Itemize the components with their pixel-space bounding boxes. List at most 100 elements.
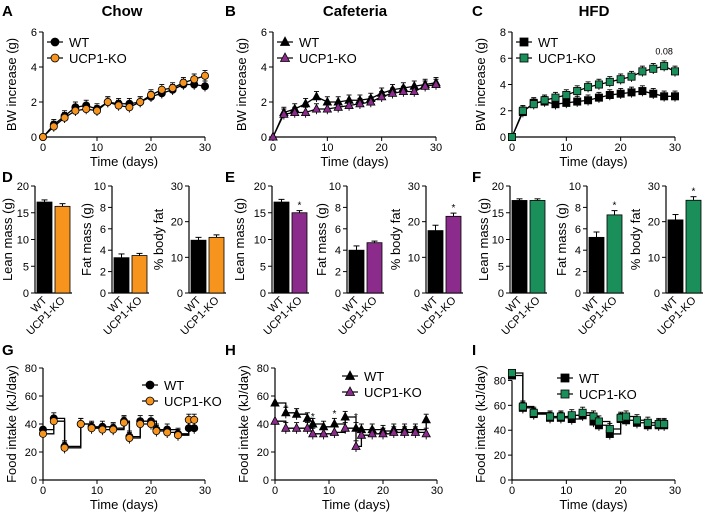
data-point	[190, 424, 199, 433]
data-point	[421, 428, 431, 438]
y-tick-label: 20	[25, 447, 37, 459]
significance-asterisk: *	[354, 412, 358, 423]
y-axis-label: % body fat	[628, 208, 643, 270]
y-axis-label: Food intake (kJ/day)	[236, 365, 251, 483]
data-point	[605, 77, 614, 86]
data-point	[279, 108, 289, 118]
data-point	[399, 426, 410, 436]
data-point	[270, 397, 280, 407]
data-point	[562, 98, 571, 107]
data-point	[157, 85, 166, 94]
y-tick-label: 8	[575, 202, 581, 214]
data-point	[281, 422, 291, 432]
significance-asterisk: *	[298, 201, 302, 212]
y-tick-label: 0	[100, 288, 106, 300]
data-point	[163, 428, 172, 437]
data-point	[638, 87, 647, 96]
data-point	[146, 419, 155, 428]
y-tick-label: 0	[500, 475, 506, 487]
significance-asterisk: *	[311, 412, 315, 423]
data-point	[366, 96, 376, 106]
x-tick-label: 30	[669, 485, 681, 497]
y-axis-label: BW increase (g)	[4, 38, 19, 131]
bar-wt	[348, 249, 365, 294]
y-axis-label: Lean mass (g)	[0, 198, 15, 281]
y-tick-label: 2	[575, 267, 581, 279]
y-tick-label: 5	[498, 261, 504, 273]
data-point	[200, 82, 209, 91]
y-tick-label: 60	[257, 391, 269, 403]
line-chart-a: 0 10 20 30 0 2 4 6 Time (days) BW increase (g) WTU…	[4, 27, 211, 169]
y-tick-label: 2	[500, 106, 506, 118]
legend-label-ko: UCP1-KO	[164, 394, 222, 409]
legend-marker	[145, 380, 155, 390]
legend-label-wt: WT	[299, 35, 319, 50]
data-point	[190, 415, 199, 424]
x-tick-label: 10	[321, 142, 333, 154]
x-tick-label: 10	[560, 485, 572, 497]
data-point	[200, 71, 209, 80]
y-tick-label: 10	[254, 235, 266, 247]
bar-wt	[667, 219, 684, 294]
legend-marker	[519, 53, 529, 63]
y-tick-label: 10	[94, 181, 106, 193]
panel-title-chow: Chow	[102, 3, 143, 20]
significance-asterisk: *	[332, 409, 336, 420]
data-point	[190, 75, 199, 84]
data-point	[82, 105, 91, 114]
y-axis-label: Fat mass (g)	[79, 203, 94, 276]
legend-marker	[145, 396, 155, 406]
bar-wt	[113, 257, 130, 294]
y-tick-label: 20	[254, 181, 266, 193]
x-tick-label: 0	[40, 485, 46, 497]
y-tick-label: 40	[257, 419, 269, 431]
x-tick-label: 20	[615, 485, 627, 497]
x-tick-label: 30	[430, 142, 442, 154]
legend-marker	[50, 53, 60, 63]
bar-ko	[529, 200, 546, 294]
y-tick-label: 0	[177, 288, 183, 300]
bar-wt	[588, 236, 605, 294]
data-point	[291, 422, 302, 432]
y-axis-label: % body fat	[388, 208, 403, 270]
legend-label-wt: WT	[538, 35, 558, 50]
data-point	[125, 433, 134, 442]
data-point	[638, 67, 647, 76]
y-axis-label: % body fat	[151, 208, 166, 270]
y-tick-label: 15	[17, 208, 29, 220]
y-tick-label: 30	[171, 181, 183, 193]
y-tick-label: 4	[500, 80, 506, 92]
legend-marker	[50, 37, 60, 47]
y-tick-label: 10	[329, 181, 341, 193]
data-point	[329, 426, 340, 436]
y-axis-label: Fat mass (g)	[554, 203, 569, 276]
data-point	[351, 422, 361, 432]
data-point	[146, 91, 155, 100]
panel-title-hfd: HFD	[579, 3, 610, 20]
series-line-wt	[272, 82, 437, 138]
y-tick-label: 10	[171, 252, 183, 264]
data-point	[173, 431, 182, 440]
y-tick-label: 2	[335, 267, 341, 279]
series-line-wt	[42, 83, 206, 138]
panel-letter-c: C	[472, 3, 483, 20]
legend-label-ko: UCP1-KO	[299, 51, 357, 66]
y-tick-label: 80	[494, 375, 506, 387]
data-point	[507, 132, 516, 141]
y-tick-label: 10	[408, 252, 420, 264]
data-point	[311, 103, 322, 113]
line-chart-b: 0 10 20 30 0 2 4 6 Time (days) BW increase (g) WTU…	[234, 27, 442, 169]
data-point	[649, 89, 658, 98]
data-point	[356, 429, 367, 439]
x-tick-label: 30	[431, 485, 443, 497]
y-tick-label: 4	[100, 245, 106, 257]
y-axis-label: BW increase (g)	[234, 38, 249, 131]
series-line-ko	[42, 75, 206, 138]
y-tick-label: 6	[31, 27, 37, 39]
y-tick-label: 6	[575, 224, 581, 236]
data-point	[632, 416, 641, 425]
y-tick-label: 0	[260, 288, 266, 300]
data-point	[289, 107, 300, 116]
